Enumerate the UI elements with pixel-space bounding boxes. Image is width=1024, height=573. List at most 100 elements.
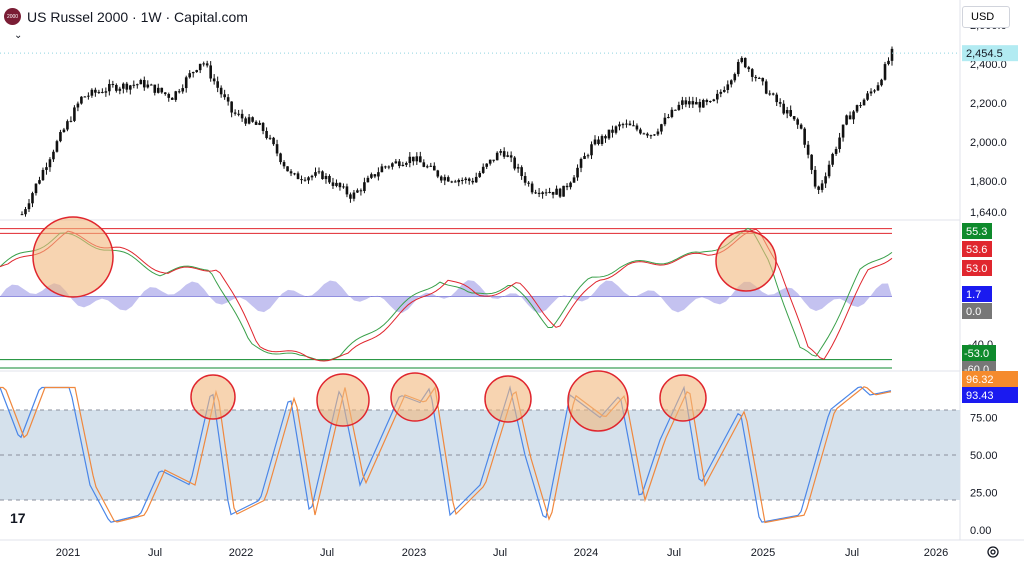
highlight-circle [390, 372, 440, 422]
candle-body [618, 124, 621, 127]
candle-body [55, 141, 59, 152]
candle-body [583, 156, 586, 159]
candle-body [293, 173, 296, 175]
candle-body [450, 181, 454, 183]
x-tick-label: 2026 [924, 547, 948, 559]
candle-body [702, 99, 705, 108]
candle-body [803, 128, 806, 145]
candle-body [345, 186, 349, 195]
candle-body [205, 63, 209, 66]
osc1-value-tag [962, 260, 992, 276]
candle-body [520, 167, 523, 177]
candle-body [188, 73, 192, 78]
candle-body [743, 57, 747, 68]
candle-body [268, 137, 272, 139]
candle-body [820, 183, 824, 190]
candle-body [160, 87, 164, 93]
settings-gear-icon[interactable] [986, 545, 1000, 559]
highlight-circle [567, 370, 629, 432]
stoch-tick-label: 0.00 [970, 525, 991, 537]
candle-body [370, 174, 373, 178]
tradingview-logo-icon[interactable]: 17 [10, 510, 26, 526]
candle-body [838, 137, 841, 150]
currency-label: USD [971, 11, 995, 23]
candle-body [467, 178, 471, 181]
osc1-value-label: -53.0 [964, 348, 989, 360]
candle-body [300, 179, 303, 181]
highlight-circle [715, 230, 777, 292]
x-tick-label: Jul [148, 547, 162, 559]
candle-body [136, 84, 139, 86]
candle-body [83, 96, 87, 98]
candle-body [94, 89, 97, 93]
candle-body [831, 153, 834, 165]
candle-body [817, 186, 820, 190]
candle-body [827, 164, 831, 177]
candle-body [237, 113, 240, 115]
candle-body [380, 166, 384, 173]
candle-body [384, 166, 387, 168]
candle-body [698, 101, 702, 108]
candle-body [513, 157, 516, 169]
candle-body [541, 192, 544, 195]
candle-body [296, 173, 300, 180]
candle-body [677, 104, 681, 110]
candle-body [719, 91, 723, 94]
candle-body [460, 179, 464, 181]
currency-select[interactable]: USD [962, 6, 1010, 28]
stoch-value-label: 96.32 [966, 374, 994, 386]
candle-body [862, 99, 866, 106]
candle-body [611, 129, 614, 133]
candle-body [600, 136, 604, 145]
candle-body [27, 203, 31, 210]
candle-body [419, 156, 422, 163]
candle-body [691, 101, 695, 105]
candle-body [216, 81, 219, 88]
x-tick-label: 2025 [751, 547, 775, 559]
candle-body [523, 176, 527, 183]
candle-body [202, 63, 205, 65]
candle-body [768, 93, 772, 95]
candle-body [429, 165, 433, 167]
candle-body [125, 83, 129, 90]
candle-body [38, 180, 41, 184]
candle-body [481, 166, 485, 173]
candle-body [170, 97, 174, 100]
candle-body [24, 209, 27, 215]
candle-body [859, 105, 862, 107]
candle-body [883, 64, 887, 80]
candle-body [548, 191, 551, 193]
osc1-value-tag [962, 286, 992, 302]
candle-body [426, 166, 429, 168]
candle-body [52, 151, 55, 160]
candle-body [163, 92, 167, 95]
candle-body [282, 162, 286, 167]
candle-body [338, 182, 342, 188]
candle-body [398, 161, 401, 167]
x-tick-label: Jul [667, 547, 681, 559]
candle-body [544, 192, 548, 194]
candle-body [656, 131, 660, 135]
price-tick-label: 2,000.0 [970, 137, 1007, 149]
candle-body [649, 135, 653, 137]
candle-body [31, 193, 34, 204]
candle-body [41, 169, 45, 181]
candle-body [90, 89, 94, 96]
candle-body [446, 177, 450, 182]
candle-body [555, 188, 558, 195]
candle-body [799, 124, 803, 129]
x-tick-label: 2023 [402, 547, 426, 559]
candle-body [887, 60, 890, 65]
candle-body [254, 121, 258, 125]
candle-body [422, 162, 426, 167]
candle-body [607, 129, 611, 139]
candle-body [597, 139, 600, 145]
candle-body [118, 88, 122, 91]
collapse-chevron-icon[interactable]: ⌄ [14, 30, 23, 41]
candle-body [670, 109, 674, 118]
candle-body [471, 180, 475, 183]
osc1-value-label: 1.7 [966, 289, 981, 301]
candle-body [674, 109, 677, 111]
candle-body [139, 80, 143, 85]
last-price-label: 2,454.5 [966, 48, 1003, 60]
